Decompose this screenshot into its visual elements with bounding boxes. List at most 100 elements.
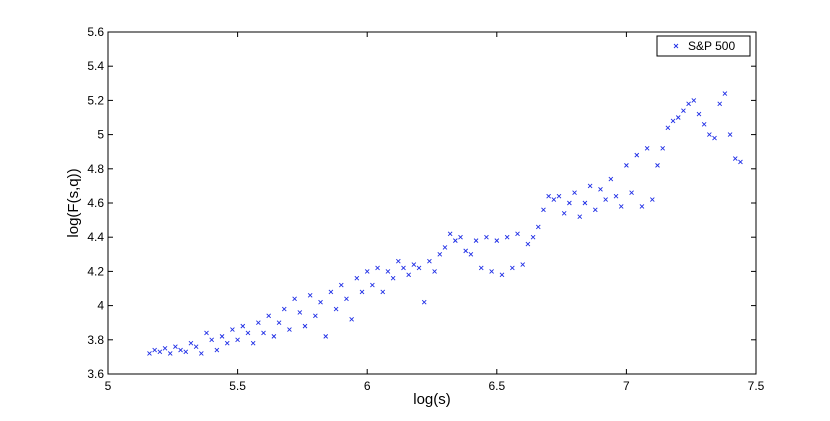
- legend-box: [656, 35, 751, 57]
- data-point: [592, 207, 598, 213]
- data-point: [214, 347, 220, 353]
- data-point: [453, 238, 458, 243]
- y-tick-label: 5.6: [87, 25, 104, 39]
- data-point: [515, 231, 520, 237]
- data-point: [707, 132, 712, 137]
- data-point: [556, 193, 562, 199]
- data-point: [178, 347, 183, 353]
- data-point: [437, 251, 443, 257]
- y-tick-label: 3.6: [87, 367, 104, 381]
- x-tick-label: 6.5: [488, 379, 505, 393]
- data-point: [530, 234, 536, 240]
- data-point: [484, 234, 489, 240]
- data-point: [427, 258, 432, 264]
- data-point: [546, 193, 551, 199]
- data-point: [541, 207, 546, 213]
- data-point: [421, 299, 427, 305]
- data-point: [302, 323, 308, 329]
- data-point: [499, 272, 505, 278]
- data-point: [577, 214, 583, 219]
- data-point: [235, 337, 240, 343]
- data-point: [307, 293, 313, 298]
- data-point: [613, 193, 619, 199]
- data-point: [219, 334, 225, 339]
- legend: S&P 500: [656, 35, 751, 57]
- data-point: [608, 176, 614, 182]
- data-point: [561, 210, 567, 216]
- data-point: [644, 145, 650, 151]
- data-point: [313, 313, 318, 319]
- y-tick-label: 5.2: [87, 93, 104, 107]
- data-point: [401, 265, 406, 271]
- data-point: [224, 340, 230, 346]
- data-point: [525, 241, 531, 247]
- data-point: [411, 262, 417, 267]
- data-point: [198, 351, 204, 356]
- data-point: [629, 190, 634, 196]
- data-point: [209, 337, 214, 343]
- data-point: [406, 272, 411, 278]
- x-axis-label: log(s): [413, 391, 451, 408]
- data-point: [333, 306, 339, 312]
- data-point: [489, 269, 494, 274]
- y-tick-label: 4: [97, 299, 104, 313]
- data-point: [297, 310, 303, 315]
- y-tick-label: 4.6: [87, 196, 104, 210]
- data-point: [567, 200, 572, 206]
- data-point: [375, 265, 380, 271]
- data-point: [292, 296, 297, 302]
- data-point: [732, 156, 738, 161]
- data-point: [370, 282, 375, 288]
- y-tick-label: 4.2: [87, 264, 104, 278]
- data-point: [250, 340, 256, 346]
- data-point: [281, 306, 287, 312]
- data-point: [204, 330, 209, 336]
- legend-label: S&P 500: [688, 39, 735, 53]
- data-point: [359, 289, 365, 295]
- data-point: [271, 334, 277, 339]
- data-point: [245, 330, 251, 336]
- data-point: [147, 351, 152, 356]
- data-point: [287, 327, 292, 332]
- data-point: [535, 224, 541, 230]
- x-tick-label: 5: [105, 379, 112, 393]
- data-point: [193, 344, 199, 349]
- data-point: [494, 238, 500, 243]
- x-tick-label: 5.5: [229, 379, 246, 393]
- data-point: [650, 197, 655, 202]
- data-point: [510, 265, 515, 271]
- data-point: [328, 289, 334, 295]
- data-point: [416, 265, 422, 271]
- data-point: [712, 135, 717, 141]
- legend-marker: [673, 43, 679, 49]
- data-point: [665, 125, 671, 131]
- data-point: [618, 204, 624, 209]
- data-point: [266, 313, 272, 319]
- data-point: [162, 346, 168, 351]
- data-point: [261, 330, 266, 336]
- data-point: [670, 118, 676, 124]
- data-point: [344, 296, 349, 302]
- data-point: [639, 204, 645, 209]
- data-point: [478, 265, 484, 271]
- data-point: [696, 111, 702, 117]
- data-point: [323, 334, 329, 339]
- y-tick-label: 3.8: [87, 333, 104, 347]
- data-point: [432, 269, 437, 274]
- y-tick-label: 5: [97, 128, 104, 142]
- data-point: [447, 231, 453, 237]
- data-point: [473, 238, 479, 243]
- data-point: [364, 269, 370, 274]
- plot-area: [107, 31, 757, 375]
- data-point: [686, 101, 691, 107]
- data-point: [256, 320, 261, 326]
- data-point: [167, 351, 173, 356]
- data-point: [318, 299, 323, 305]
- data-point: [468, 251, 474, 257]
- data-point: [582, 200, 588, 206]
- x-axis: 5 5.5 6 6.5 7 7.5: [105, 32, 765, 393]
- y-tick-label: 4.8: [87, 162, 104, 176]
- data-point: [380, 289, 386, 295]
- data-series: [147, 91, 743, 356]
- data-point: [722, 91, 728, 96]
